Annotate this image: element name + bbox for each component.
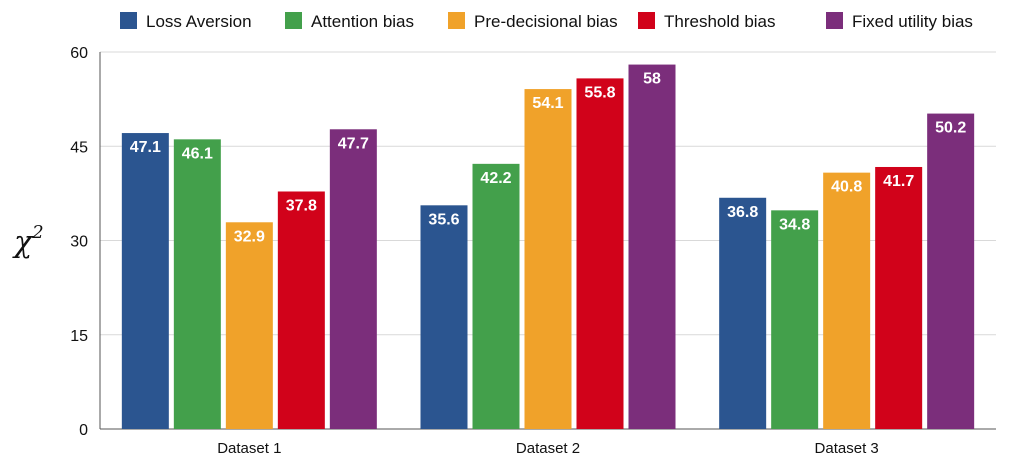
y-tick-label: 30 (70, 234, 88, 251)
x-category-label: Dataset 2 (516, 440, 580, 457)
y-tick-label: 45 (70, 139, 88, 156)
bar (225, 222, 273, 429)
legend-label: Loss Aversion (146, 12, 252, 31)
bar (576, 78, 624, 429)
y-tick-label: 15 (70, 328, 88, 345)
legend-label: Attention bias (311, 12, 414, 31)
bar (524, 89, 572, 430)
bar-value-label: 46.1 (182, 145, 213, 162)
legend-swatch (638, 12, 655, 29)
bar-value-label: 47.1 (130, 139, 161, 156)
bar (719, 197, 767, 429)
bar (875, 166, 923, 430)
bar (121, 133, 169, 429)
bar-value-label: 32.9 (234, 228, 265, 245)
bar (927, 113, 975, 430)
legend-label: Fixed utility bias (852, 12, 973, 31)
bar (277, 191, 325, 429)
legend-label: Threshold bias (664, 12, 776, 31)
legend-swatch (826, 12, 843, 29)
x-category-label: Dataset 3 (815, 440, 879, 457)
y-tick-label: 60 (70, 45, 88, 62)
bar-value-label: 47.7 (338, 135, 369, 152)
bar (420, 205, 468, 429)
bar-value-label: 58 (643, 71, 661, 88)
bar-value-label: 55.8 (584, 84, 615, 101)
bar-value-label: 37.8 (286, 197, 317, 214)
bar-value-label: 42.2 (480, 170, 511, 187)
legend-label: Pre-decisional bias (474, 12, 618, 31)
bar (173, 139, 221, 430)
bar (628, 64, 676, 430)
bar-value-label: 35.6 (428, 211, 459, 228)
legend: Loss Aversion Attention bias Pre-decisiona… (120, 12, 973, 31)
bar (329, 129, 377, 429)
x-axis-categories: Dataset 1 Dataset 2 Dataset 3 (217, 440, 879, 457)
y-axis-ticks: 0 15 30 45 60 (70, 45, 88, 439)
bar-value-label: 41.7 (883, 173, 914, 190)
bar-value-label: 50.2 (935, 120, 966, 137)
bar (472, 163, 520, 430)
legend-swatch (120, 12, 137, 29)
bar-value-label: 34.8 (779, 216, 810, 233)
bar (823, 172, 871, 429)
y-tick-label: 0 (79, 422, 88, 439)
y-axis-label: χ2 (12, 222, 44, 260)
x-category-label: Dataset 1 (217, 440, 281, 457)
legend-swatch (285, 12, 302, 29)
bars: 47.1 46.1 32.9 37.8 47.7 35.6 42.2 54.1 55.8 58 36… (121, 64, 975, 430)
bar (771, 210, 819, 429)
bar-value-label: 54.1 (532, 95, 563, 112)
bar-value-label: 36.8 (727, 204, 758, 221)
legend-swatch (448, 12, 465, 29)
bar-value-label: 40.8 (831, 179, 862, 196)
